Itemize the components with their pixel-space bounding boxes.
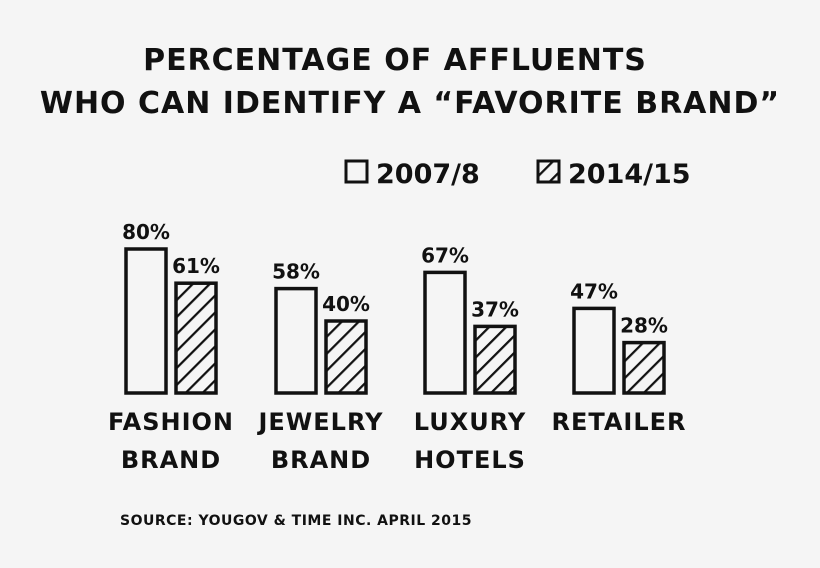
chart-title-line-2: WHO CAN IDENTIFY A “FAVORITE BRAND” [40, 86, 780, 121]
chart-title-line-1: PERCENTAGE OF AFFLUENTS [143, 43, 647, 78]
data-label-retailer-2014-15: 28% [620, 314, 668, 338]
bar-luxury-hotels-2014-15 [473, 324, 517, 395]
bars: 80%61% 58%40% 67% 37% 47%28% [122, 220, 668, 395]
bar-retailer-2014-15 [622, 340, 666, 395]
bar-fashion-brand-2014-15 [174, 281, 218, 395]
legend-swatch-2007-8 [344, 159, 369, 184]
legend-label-2007-8: 2007/8 [376, 159, 480, 190]
category-label-fashion-brand-line-1: FASHION [108, 408, 234, 436]
bar-luxury-hotels-2007-8 [423, 270, 467, 395]
category-label-luxury-hotels-line-2: HOTELS [414, 446, 526, 474]
bar-jewelry-brand-2014-15 [324, 319, 368, 395]
data-label-fashion-brand-2007-8: 80% [122, 220, 170, 244]
category-label-jewelry-brand-line-1: JEWELRY [256, 408, 383, 436]
legend-swatch-2014-15 [536, 159, 561, 184]
category-label-jewelry-brand-line-2: BRAND [271, 446, 371, 474]
category-labels: FASHION BRAND JEWELRY BRAND LUXURY HOTELS RETA… [108, 408, 686, 474]
bar-retailer-2007-8 [572, 306, 616, 395]
category-label-retailer-line-1: RETAILER [551, 408, 686, 436]
data-label-retailer-2007-8: 47% [570, 279, 618, 303]
data-label-jewelry-brand-2007-8: 58% [272, 260, 320, 284]
chart-source: SOURCE: YOUGOV & TIME INC. APRIL 2015 [120, 513, 472, 529]
category-label-fashion-brand-line-2: BRAND [121, 446, 221, 474]
data-label-luxury-hotels-2014-15: 37% [471, 297, 519, 321]
bar-jewelry-brand-2007-8 [274, 286, 318, 395]
legend-label-2014-15: 2014/15 [568, 159, 691, 190]
category-label-luxury-hotels-line-1: LUXURY [414, 408, 526, 436]
legend: 2007/8 2014/15 [344, 159, 691, 190]
data-label-luxury-hotels-2007-8: 67% [421, 243, 469, 267]
bar-fashion-brand-2007-8 [124, 247, 168, 395]
data-label-fashion-brand-2014-15: 61% [172, 254, 220, 278]
data-label-jewelry-brand-2014-15: 40% [322, 292, 370, 316]
